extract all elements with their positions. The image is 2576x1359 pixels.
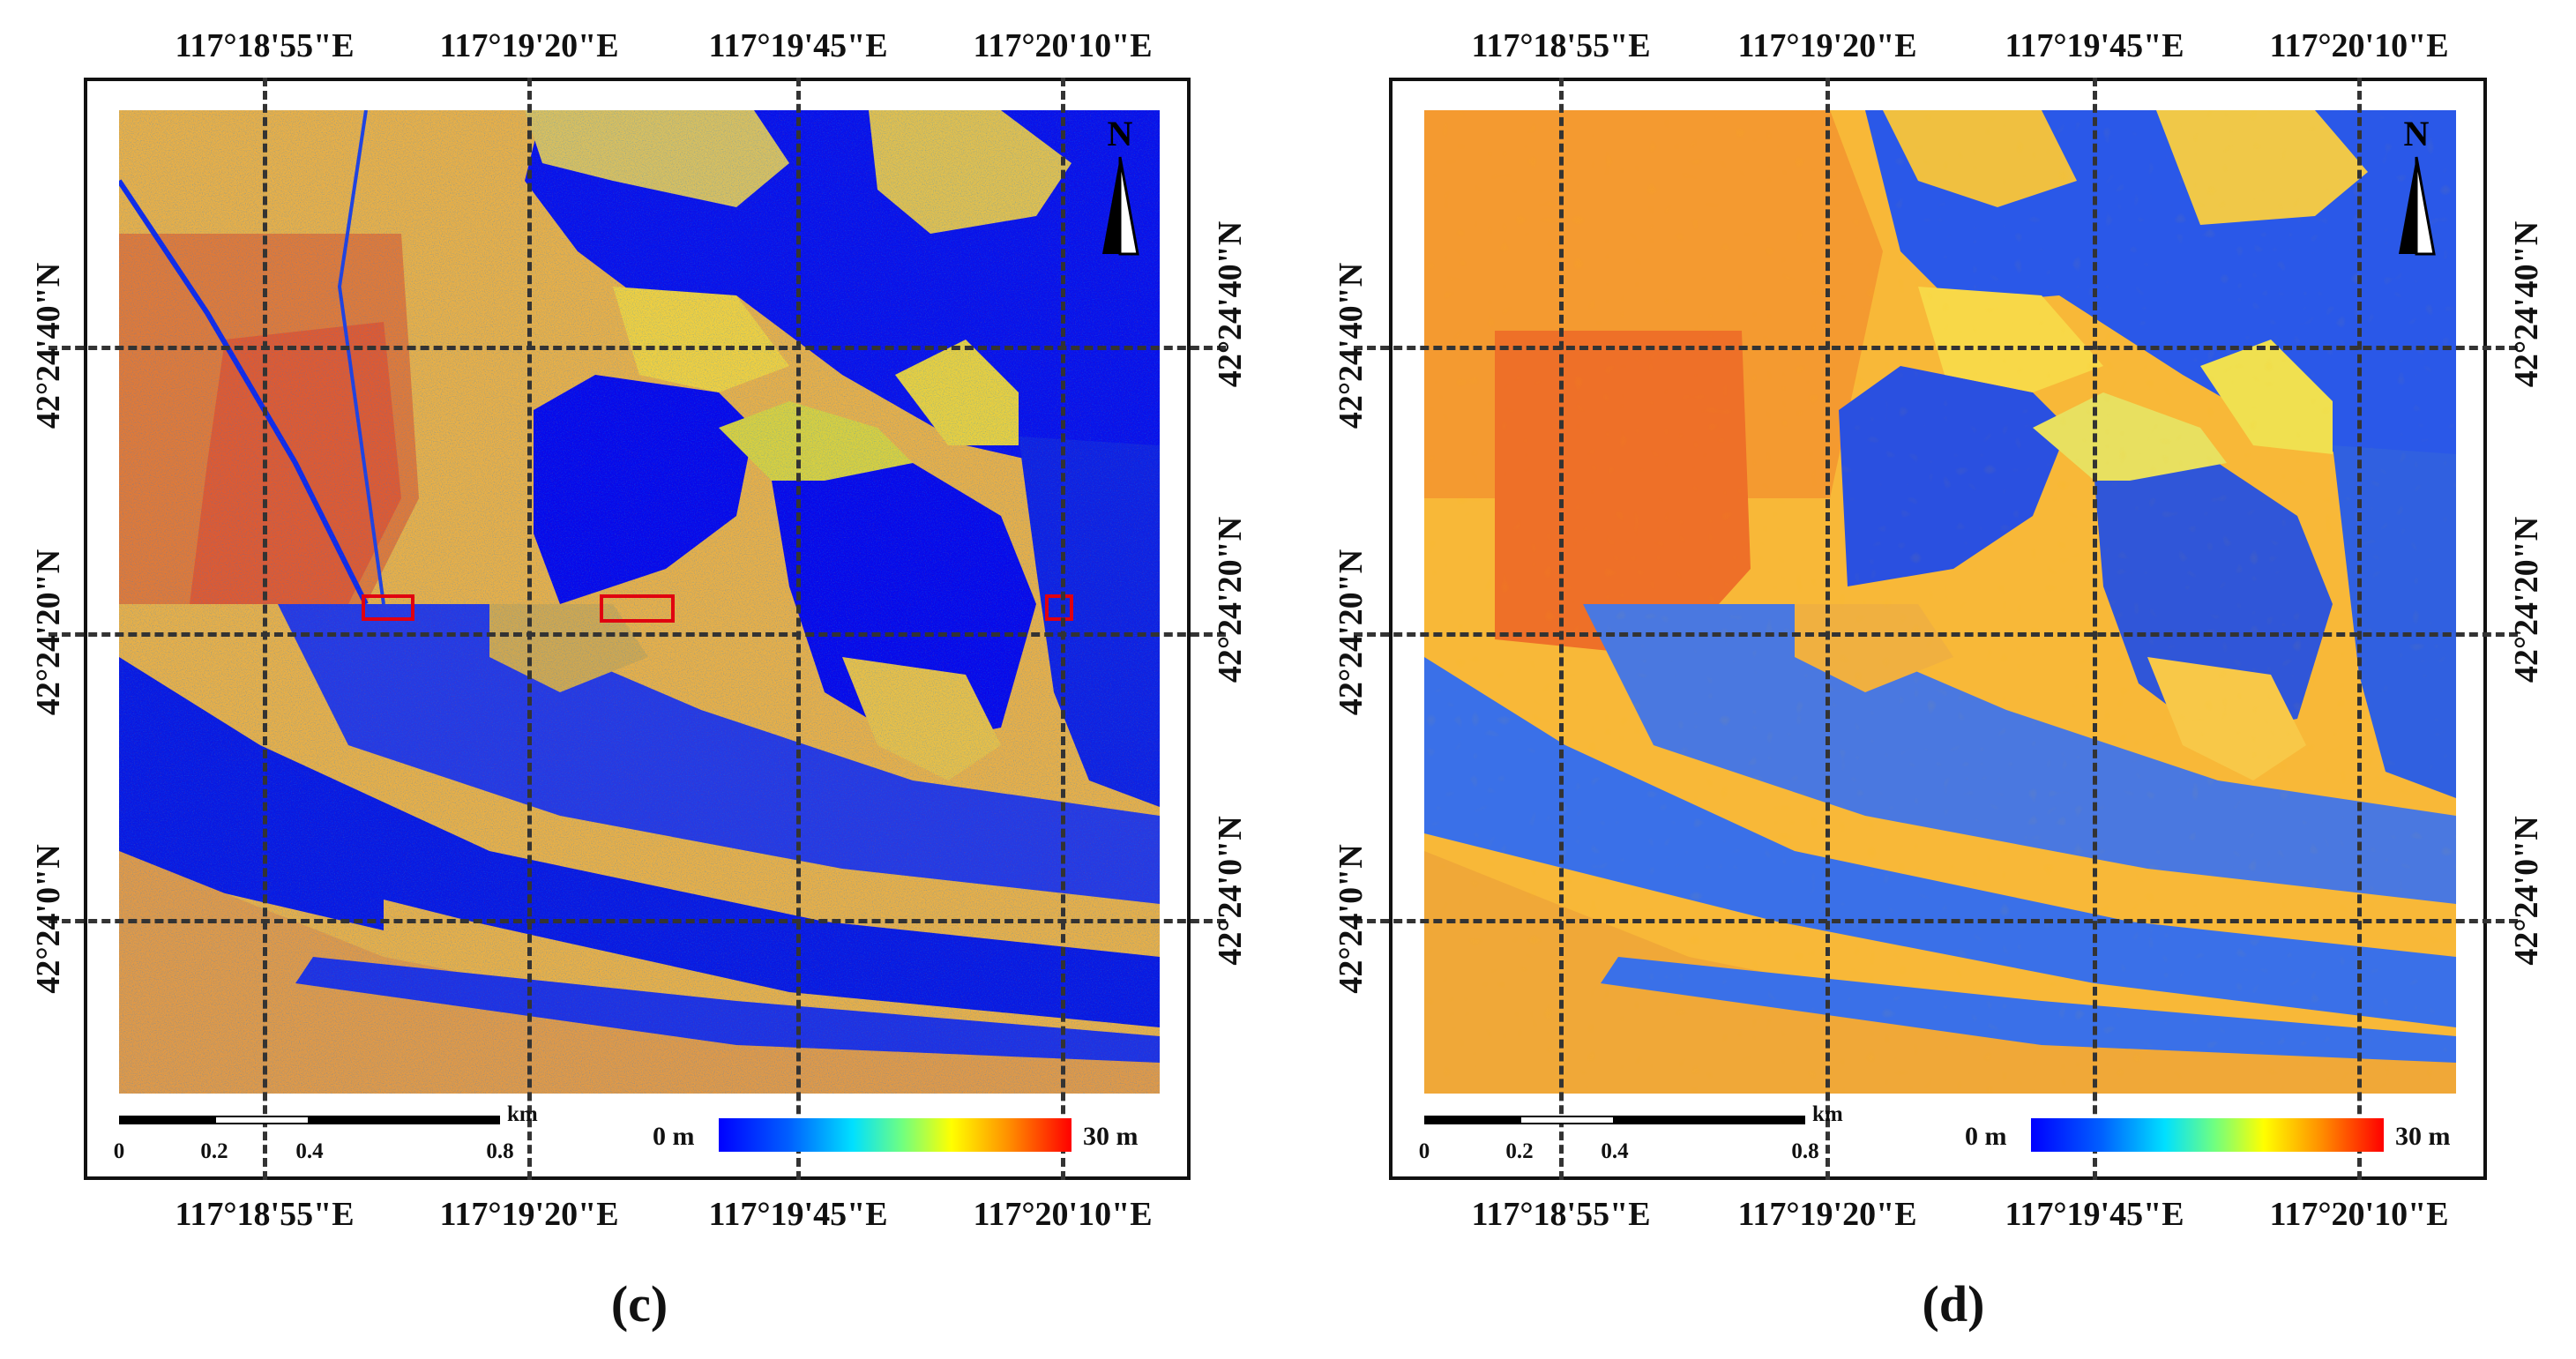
scale-bar: km 0 0.2 0.4 0.8 xyxy=(114,1102,560,1169)
lon-label-top: 117°20'10"E xyxy=(2269,27,2449,64)
lon-label-bottom: 117°19'20"E xyxy=(439,1196,619,1233)
lon-label-top: 117°19'45"E xyxy=(2005,27,2184,64)
legend-max-label: 30 m xyxy=(1083,1122,1139,1151)
map-raster-c xyxy=(119,110,1160,1094)
lat-label-left: 42°24'0"N xyxy=(30,844,67,994)
lat-label-right: 42°24'40"N xyxy=(2508,220,2545,388)
lat-label-left: 42°24'0"N xyxy=(1333,844,1370,994)
legend-max-label: 30 m xyxy=(2395,1122,2451,1151)
scale-unit: km xyxy=(507,1102,538,1126)
lon-label-bottom: 117°18'55"E xyxy=(1471,1196,1651,1233)
panel-c: 117°18'55"E 117°19'20"E 117°19'45"E 117°… xyxy=(30,27,1249,1333)
panel-d: 117°18'55"E 117°19'20"E 117°19'45"E 117°… xyxy=(1288,0,2575,1359)
north-label: N xyxy=(1107,114,1133,153)
gridline-lon xyxy=(527,78,532,1180)
legend-min-label: 0 m xyxy=(1965,1122,2007,1151)
scale-tick-label: 0 xyxy=(1418,1139,1430,1163)
height-colorbar xyxy=(719,1118,1071,1152)
gridline-lon xyxy=(2357,78,2362,1180)
gridline-lon xyxy=(2093,78,2097,1180)
lat-label-right: 42°24'20"N xyxy=(2508,516,2545,683)
gridline-lon xyxy=(263,78,267,1180)
lon-label-bottom: 117°20'10"E xyxy=(973,1196,1153,1233)
lon-label-top: 117°19'20"E xyxy=(1737,27,1917,64)
gridline-lon xyxy=(1559,78,1564,1180)
highlight-box xyxy=(600,594,675,623)
scale-tick-label: 0.2 xyxy=(200,1139,228,1163)
map-raster-d xyxy=(1424,110,2456,1094)
gridline-lat xyxy=(49,346,1226,350)
scale-tick-label: 0.8 xyxy=(1791,1139,1819,1163)
lat-label-left: 42°24'20"N xyxy=(1333,549,1370,716)
lon-label-top: 117°20'10"E xyxy=(973,27,1153,64)
north-arrow-icon xyxy=(1102,156,1139,256)
scale-bar: km 0 0.2 0.4 0.8 xyxy=(1419,1102,1865,1169)
gridline-lat xyxy=(49,632,1226,637)
canopy-height-map-c[interactable] xyxy=(119,110,1160,1094)
north-arrow: N xyxy=(1089,113,1151,263)
scale-unit: km xyxy=(1812,1102,1843,1126)
lat-label-right: 42°24'0"N xyxy=(2508,816,2545,966)
gridline-lat xyxy=(1354,919,2518,923)
north-label: N xyxy=(2403,114,2430,153)
gridline-lon xyxy=(1061,78,1065,1180)
canopy-height-map-d[interactable] xyxy=(1424,110,2456,1094)
gridline-lon xyxy=(796,78,801,1180)
lon-label-top: 117°18'55"E xyxy=(1471,27,1651,64)
lat-label-left: 42°24'40"N xyxy=(1333,262,1370,429)
scale-tick-label: 0.2 xyxy=(1505,1139,1534,1163)
scale-tick-label: 0.4 xyxy=(295,1139,324,1163)
height-colorbar xyxy=(2031,1118,2384,1152)
highlight-box xyxy=(1045,594,1073,621)
legend-min-label: 0 m xyxy=(653,1122,695,1151)
lon-label-bottom: 117°19'20"E xyxy=(1737,1196,1917,1233)
highlight-box xyxy=(362,594,414,621)
lon-label-bottom: 117°19'45"E xyxy=(2005,1196,2184,1233)
lat-label-right: 42°24'40"N xyxy=(1212,220,1249,388)
panel-caption: (d) xyxy=(1922,1275,1985,1333)
scale-tick-label: 0 xyxy=(113,1139,125,1163)
lon-label-top: 117°18'55"E xyxy=(175,27,355,64)
scale-tick-label: 0.8 xyxy=(486,1139,514,1163)
gridline-lat xyxy=(1354,346,2518,350)
lat-label-left: 42°24'20"N xyxy=(30,549,67,716)
lon-label-bottom: 117°20'10"E xyxy=(2269,1196,2449,1233)
gridline-lat xyxy=(1354,632,2518,637)
gridline-lat xyxy=(49,919,1226,923)
lat-label-left: 42°24'40"N xyxy=(30,262,67,429)
lat-label-right: 42°24'20"N xyxy=(1212,516,1249,683)
lon-label-top: 117°19'45"E xyxy=(708,27,888,64)
north-arrow: N xyxy=(2386,113,2447,263)
lon-label-bottom: 117°18'55"E xyxy=(175,1196,355,1233)
scale-tick-label: 0.4 xyxy=(1601,1139,1629,1163)
lon-label-top: 117°19'20"E xyxy=(439,27,619,64)
lat-label-right: 42°24'0"N xyxy=(1212,816,1249,966)
gridline-lon xyxy=(1826,78,1830,1180)
panel-caption: (c) xyxy=(610,1275,668,1333)
lon-label-bottom: 117°19'45"E xyxy=(708,1196,888,1233)
north-arrow-icon xyxy=(2399,156,2436,256)
